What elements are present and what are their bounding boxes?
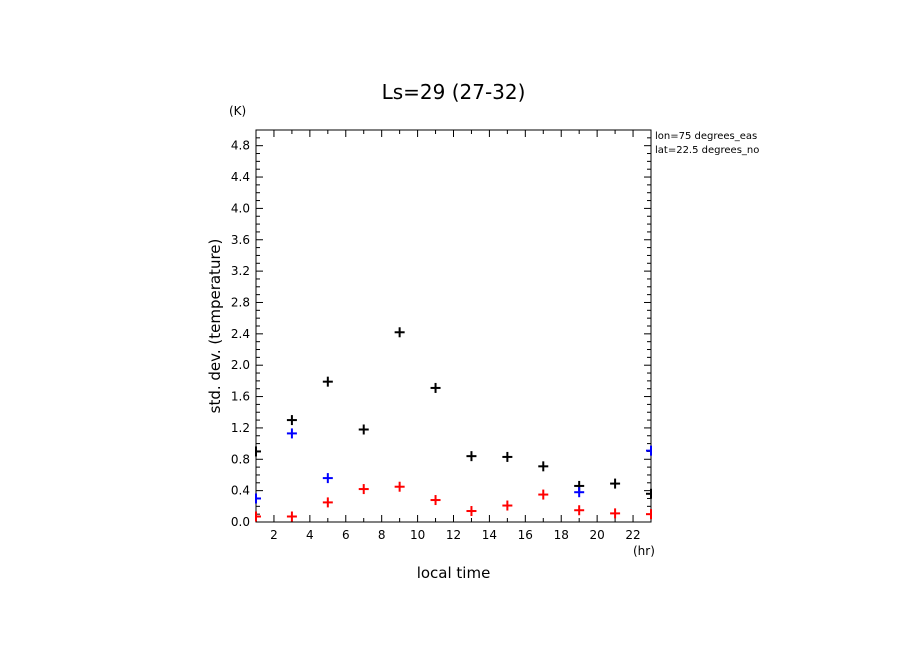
y-tick-label: 4.8 — [231, 139, 250, 153]
data-point — [538, 461, 549, 472]
x-tick-label: 10 — [410, 528, 425, 542]
data-point — [610, 508, 621, 519]
axis-ticks — [255, 129, 652, 523]
x-tick-label: 14 — [482, 528, 497, 542]
x-tick-label: 6 — [342, 528, 350, 542]
data-point — [322, 473, 333, 484]
data-point — [430, 495, 441, 506]
data-point — [466, 451, 477, 462]
data-point — [646, 445, 652, 456]
data-point — [358, 484, 369, 495]
data-point — [574, 487, 585, 498]
data-point — [430, 382, 441, 393]
x-axis-unit: (hr) — [633, 544, 655, 558]
y-tick-label: 1.6 — [231, 390, 250, 404]
y-tick-label: 0.4 — [231, 484, 250, 498]
x-tick-label: 12 — [446, 528, 461, 542]
data-point — [255, 493, 261, 504]
y-tick-label: 3.6 — [231, 233, 250, 247]
data-markers — [255, 327, 652, 522]
data-point — [646, 488, 652, 499]
y-tick-label: 2.4 — [231, 327, 250, 341]
data-point — [466, 506, 477, 517]
data-point — [286, 511, 297, 522]
data-point — [358, 424, 369, 435]
data-point — [502, 451, 513, 462]
y-tick-label: 2.8 — [231, 295, 250, 309]
y-tick-label: 0.0 — [231, 515, 250, 529]
y-tick-label: 4.4 — [231, 170, 250, 184]
x-tick-label: 22 — [625, 528, 640, 542]
data-point — [394, 327, 405, 338]
y-tick-label: 0.8 — [231, 452, 250, 466]
data-point — [502, 500, 513, 511]
data-point — [255, 511, 261, 522]
axis-tick-labels: 2 4 6 8 10 12 14 16 18 20 22 0.0 0.4 0.8 1.2 1.6 2.0 2.4 2… — [231, 139, 641, 542]
data-point — [394, 481, 405, 492]
x-tick-label: 16 — [518, 528, 533, 542]
x-tick-label: 2 — [270, 528, 278, 542]
data-point — [286, 428, 297, 439]
info-longitude: lon=75 degrees_eas — [655, 131, 757, 142]
data-point — [322, 497, 333, 508]
data-point — [610, 478, 621, 489]
x-tick-label: 20 — [589, 528, 604, 542]
data-point — [574, 505, 585, 516]
y-tick-label: 4.0 — [231, 201, 250, 215]
x-tick-label: 4 — [306, 528, 314, 542]
data-point — [286, 415, 297, 426]
x-tick-label: 8 — [378, 528, 386, 542]
plot-frame — [255, 129, 652, 523]
data-point — [646, 509, 652, 520]
x-axis-label: local time — [417, 564, 491, 582]
data-point — [255, 446, 261, 457]
y-axis-label: std. dev. (temperature) — [206, 239, 224, 414]
info-latitude: lat=22.5 degrees_no — [655, 145, 759, 156]
y-tick-label: 3.2 — [231, 264, 250, 278]
y-tick-label: 1.2 — [231, 421, 250, 435]
x-tick-label: 18 — [554, 528, 569, 542]
data-point — [322, 376, 333, 387]
data-point — [538, 489, 549, 500]
chart-title: Ls=29 (27-32) — [382, 80, 526, 104]
y-axis-unit: (K) — [229, 104, 246, 118]
y-tick-label: 2.0 — [231, 358, 250, 372]
